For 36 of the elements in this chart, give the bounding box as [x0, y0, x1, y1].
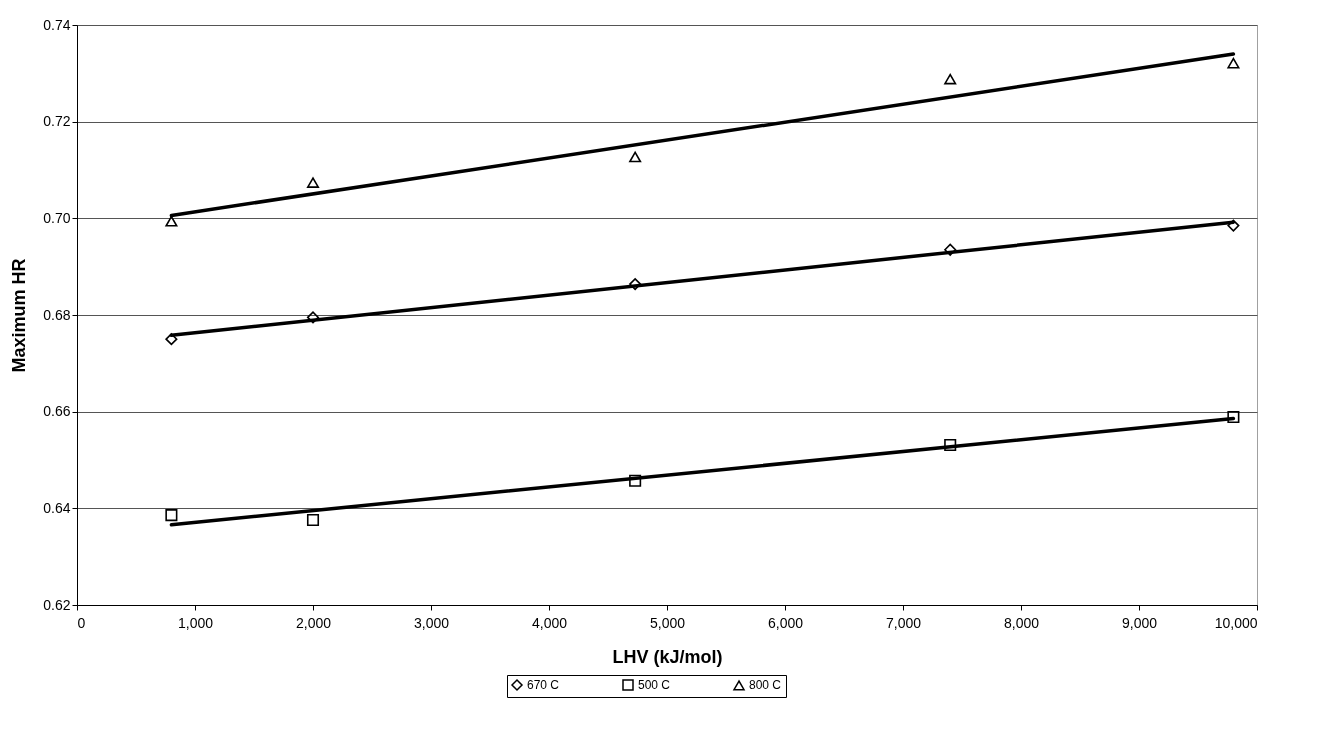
- point: [306, 177, 320, 188]
- legend-label: 800 C: [749, 678, 782, 693]
- point: [306, 513, 320, 526]
- y-tick-label: 0.66: [43, 403, 71, 420]
- point: [1227, 410, 1240, 424]
- point: [629, 151, 642, 163]
- point: [944, 73, 957, 85]
- x-tick-label: 0: [77, 614, 86, 631]
- x-tick-label: 7,000: [885, 614, 922, 631]
- point: [1227, 219, 1240, 232]
- x-tick-label: 5,000: [649, 614, 686, 631]
- point: [165, 509, 178, 522]
- x-tick-label: 8,000: [1003, 614, 1040, 631]
- y-tick-label: 0.62: [43, 596, 71, 613]
- y-axis-title: Maximum HR: [9, 258, 30, 373]
- legend-label: 500 C: [638, 678, 671, 692]
- point: [629, 474, 642, 487]
- x-axis-title: LHV (kJ/mol): [612, 646, 723, 667]
- x-tick-label: 2,000: [295, 614, 332, 631]
- x-tick-label: 9,000: [1121, 614, 1158, 631]
- point: [165, 333, 178, 346]
- legend-label: 670 C: [527, 678, 560, 692]
- y-tick-label: 0.70: [43, 209, 71, 226]
- point: [944, 243, 957, 256]
- y-tick-label: 0.64: [43, 499, 71, 516]
- point: [944, 438, 957, 452]
- x-tick-label: 6,000: [767, 614, 804, 631]
- x-tick-label: 3,000: [413, 614, 450, 631]
- point: [629, 278, 642, 291]
- y-tick-label: 0.68: [43, 306, 71, 323]
- x-tick-label: 1,000: [177, 614, 214, 631]
- y-tick-label: 0.72: [43, 113, 71, 130]
- x-tick-label: 10,000: [1214, 614, 1258, 631]
- x-tick-label: 4,000: [531, 614, 568, 631]
- y-tick-label: 0.74: [43, 16, 71, 33]
- point: [1227, 57, 1240, 69]
